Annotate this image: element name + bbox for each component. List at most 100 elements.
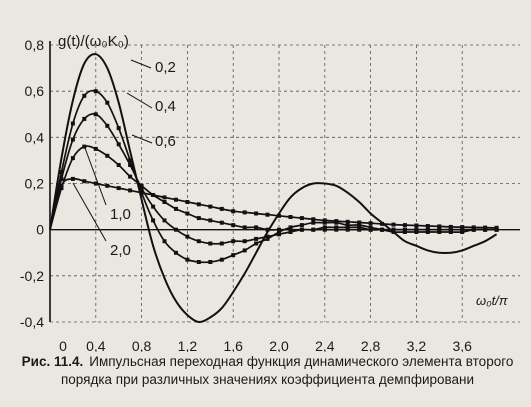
data-point (242, 239, 247, 244)
data-point (391, 227, 396, 232)
data-point (70, 176, 75, 181)
data-point (425, 230, 430, 234)
data-point (185, 200, 190, 204)
data-point (311, 227, 316, 232)
series-group (49, 53, 499, 324)
data-point (391, 230, 396, 234)
data-point (299, 227, 304, 232)
data-point (277, 232, 281, 237)
data-point (105, 100, 110, 105)
data-point (448, 224, 453, 229)
data-point (357, 227, 362, 232)
data-point (219, 241, 224, 246)
data-point (174, 250, 178, 255)
data-point (151, 218, 156, 223)
data-point (380, 227, 385, 232)
y-tick-label: 0,8 (25, 37, 45, 53)
curve-labels: 0,2 0,4 0,6 1,0 2,0 (72, 59, 176, 259)
data-point (93, 181, 98, 186)
data-point (208, 260, 213, 264)
data-point (151, 204, 156, 209)
x-tick-label: 2,8 (361, 338, 381, 352)
data-point (219, 257, 224, 262)
data-point (93, 89, 98, 94)
data-point (162, 239, 167, 244)
data-point (299, 223, 304, 228)
data-point (265, 234, 270, 239)
data-point (345, 223, 350, 228)
data-point (414, 223, 419, 228)
data-point (208, 241, 213, 246)
series-line-0-4 (49, 89, 497, 264)
data-point (82, 93, 87, 98)
x-tick-label: 3,2 (407, 338, 427, 352)
curve-label: 1,0 (110, 206, 131, 223)
x-tick-label: 3,6 (452, 338, 472, 352)
data-point (254, 211, 259, 216)
data-point (105, 183, 110, 188)
series-line-1-0 (49, 145, 497, 231)
data-point (277, 213, 281, 218)
data-point (116, 142, 121, 147)
data-point (299, 216, 304, 221)
grid (50, 44, 520, 323)
data-point (254, 225, 259, 230)
data-point (425, 224, 430, 228)
data-point (208, 218, 213, 223)
data-point (402, 230, 407, 234)
data-point (139, 183, 144, 188)
data-point (277, 227, 281, 232)
data-point (70, 156, 75, 161)
data-point (59, 170, 64, 174)
data-point (460, 230, 465, 234)
series-line-2-0 (49, 177, 497, 230)
data-point (322, 227, 327, 232)
data-point (196, 260, 201, 264)
figure-caption: Рис. 11.4. Импульсная переходная функция … (10, 353, 525, 389)
data-point (265, 212, 270, 217)
data-point (288, 225, 293, 230)
data-point (448, 230, 453, 234)
data-point (311, 220, 316, 225)
data-point (242, 210, 247, 215)
data-point (128, 188, 133, 193)
data-point (311, 217, 316, 222)
data-point (93, 112, 98, 117)
data-point (185, 234, 190, 239)
y-tick-label: 0,2 (25, 176, 45, 192)
data-point (162, 195, 167, 200)
data-point (345, 219, 350, 224)
y-tick-label: -0,2 (20, 268, 44, 284)
data-point (425, 227, 430, 232)
data-point (460, 225, 465, 230)
data-point (380, 221, 385, 226)
data-point (196, 202, 201, 207)
data-point (368, 225, 373, 230)
data-point (471, 227, 476, 232)
data-point (151, 193, 156, 197)
data-point (265, 227, 270, 232)
data-point (254, 241, 259, 246)
data-point (231, 253, 236, 258)
data-point (219, 220, 224, 225)
data-point (128, 163, 133, 167)
data-point (402, 223, 407, 228)
curve-label: 2,0 (110, 242, 131, 259)
data-point (322, 220, 327, 225)
curve-label-leader (72, 182, 107, 242)
data-point (139, 190, 144, 195)
y-tick-label: -0,4 (20, 314, 44, 330)
data-point (105, 123, 110, 128)
data-point (437, 230, 442, 234)
data-point (277, 230, 281, 234)
x-tick-label: 0,8 (132, 338, 152, 352)
data-point (242, 248, 247, 253)
data-point (334, 227, 339, 232)
data-point (116, 163, 121, 167)
x-tick-label: 2,0 (269, 338, 289, 352)
data-point (288, 227, 293, 232)
data-point (254, 236, 259, 241)
data-point (471, 225, 476, 230)
data-point (322, 225, 327, 230)
chart-figure: 0,20,40,61,02,0 0,80,60,40,20-0,2-0,40 0,… (20, 33, 520, 352)
